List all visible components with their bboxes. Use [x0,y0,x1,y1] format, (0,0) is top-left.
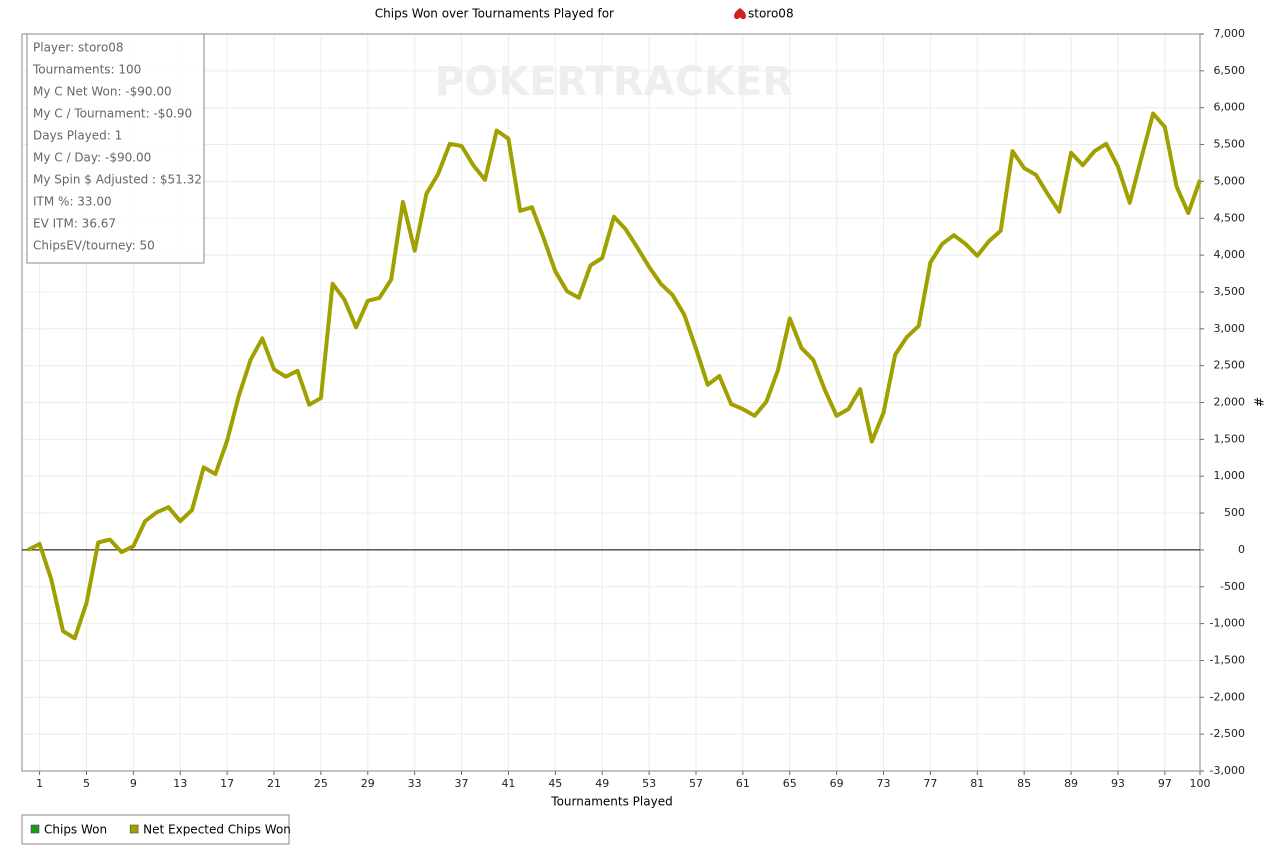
x-tick-label: 65 [783,777,797,790]
plot-frame [21,33,1201,772]
stat-line: Player: storo08 [33,41,124,55]
y-tick-label: 1,500 [1214,432,1246,445]
x-tick-label: 5 [83,777,90,790]
y-axis-label: # [1252,397,1266,407]
stat-line: EV ITM: 36.67 [33,217,116,231]
x-tick-label: 45 [548,777,562,790]
y-tick-label: -1,000 [1210,617,1245,630]
x-tick-label: 37 [455,777,469,790]
stat-line: My C / Tournament: -$0.90 [33,107,192,121]
stat-line: Tournaments: 100 [32,63,141,77]
y-tick-label: -2,000 [1210,690,1245,703]
x-axis-label: Tournaments Played [550,795,672,809]
chart-title: Chips Won over Tournaments Played for [375,7,614,21]
x-tick-label: 21 [267,777,281,790]
y-tick-label: 4,500 [1214,211,1246,224]
y-tick-label: 3,000 [1214,322,1246,335]
x-tick-label: 85 [1017,777,1031,790]
x-tick-label: 100 [1190,777,1211,790]
y-tick-label: 2,000 [1214,396,1246,409]
x-tick-label: 77 [923,777,937,790]
x-tick-label: 61 [736,777,750,790]
x-tick-label: 29 [361,777,375,790]
stats-box [26,33,205,264]
y-tick-label: -1,500 [1210,653,1245,666]
y-tick-label: 5,000 [1214,174,1246,187]
x-tick-label: 49 [595,777,609,790]
series-line [26,111,1202,641]
x-tick-label: 17 [220,777,234,790]
legend-label: Chips Won [44,823,107,837]
stat-line: ChipsEV/tourney: 50 [33,239,155,253]
y-tick-label: 7,000 [1214,27,1246,40]
x-tick-label: 57 [689,777,703,790]
x-tick-label: 81 [970,777,984,790]
y-tick-label: 4,000 [1214,248,1246,261]
x-tick-label: 25 [314,777,328,790]
y-tick-label: -2,500 [1210,727,1245,740]
y-tick-label: 3,500 [1214,285,1246,298]
spade-icon [734,8,746,19]
x-tick-label: 53 [642,777,656,790]
x-tick-label: 9 [130,777,137,790]
stat-line: ITM %: 33.00 [33,195,112,209]
legend-swatch [30,824,40,834]
x-tick-label: 33 [408,777,422,790]
stat-line: My C Net Won: -$90.00 [33,85,172,99]
stat-line: My C / Day: -$90.00 [33,151,151,165]
legend-label: Net Expected Chips Won [143,823,291,837]
x-tick-label: 93 [1111,777,1125,790]
x-tick-label: 41 [501,777,515,790]
y-tick-label: 6,000 [1214,101,1246,114]
watermark: POKERTRACKER [435,59,793,105]
legend-swatch [129,824,139,834]
chart-title-player: storo08 [748,7,794,21]
x-tick-label: 1 [36,777,43,790]
y-tick-label: 1,000 [1214,469,1246,482]
x-tick-label: 69 [830,777,844,790]
stat-line: Days Played: 1 [33,129,122,143]
x-tick-label: 73 [877,777,891,790]
y-tick-label: -500 [1220,580,1245,593]
x-tick-label: 97 [1158,777,1172,790]
legend-box [21,814,290,845]
y-tick-label: 500 [1224,506,1245,519]
y-tick-label: -3,000 [1210,764,1245,777]
y-tick-label: 2,500 [1214,359,1246,372]
x-tick-label: 89 [1064,777,1078,790]
y-tick-label: 5,500 [1214,138,1246,151]
y-tick-label: 0 [1238,543,1245,556]
x-tick-label: 13 [173,777,187,790]
stat-line: My Spin $ Adjusted : $51.32 [33,173,202,187]
y-tick-label: 6,500 [1214,64,1246,77]
